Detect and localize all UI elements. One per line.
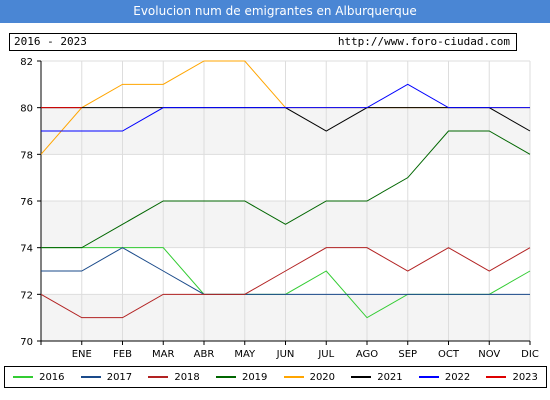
legend-item-2022: 2022 <box>418 371 471 383</box>
x-tick-label: ABR <box>194 349 215 360</box>
legend-label: 2021 <box>377 371 403 383</box>
year-range: 2016 - 2023 <box>14 35 87 48</box>
legend-label: 2022 <box>444 371 471 383</box>
legend-item-2021: 2021 <box>351 371 403 383</box>
legend-swatch <box>351 376 372 378</box>
legend-item-2019: 2019 <box>215 371 268 383</box>
legend-swatch <box>283 376 304 378</box>
x-tick-label: SEP <box>398 349 417 360</box>
chart-title: Evolucion num de emigrantes en Alburquer… <box>0 0 550 23</box>
series-line-2022 <box>41 83 530 132</box>
x-tick-label: DIC <box>521 349 539 360</box>
line-chart: 70 72 74 76 78 80 82 ENE FEB MAR ABR MAY JUN JUL AGO SE… <box>20 57 539 360</box>
series-line-2018 <box>40 247 531 319</box>
x-tick-label: JUL <box>317 349 334 360</box>
legend-item-2023: 2023 <box>486 371 538 383</box>
x-tick-label: AGO <box>356 349 378 360</box>
source-url: http://www.foro-ciudad.com <box>337 35 510 48</box>
y-tick-label: 72 <box>20 290 33 301</box>
x-tick-label: MAR <box>152 349 174 360</box>
legend-label: 2019 <box>241 371 268 383</box>
series-line-2019 <box>41 130 531 249</box>
y-tick-label: 76 <box>20 197 33 208</box>
x-tick-label: FEB <box>113 349 132 360</box>
legend-item-2017: 2017 <box>80 371 133 383</box>
y-tick-label: 78 <box>20 150 33 161</box>
legend-item-2018: 2018 <box>148 371 200 383</box>
y-tick-label: 74 <box>20 244 33 255</box>
y-tick-label: 70 <box>20 337 33 348</box>
tick-labels: 70 72 74 76 78 80 82 ENE FEB MAR ABR MAY JUN JUL AGO SE… <box>20 57 539 360</box>
legend-label: 2020 <box>309 371 336 383</box>
legend: 2016 2017 2018 2019 2020 2021 2022 2023 <box>4 366 547 388</box>
legend-swatch <box>80 376 101 378</box>
x-tick-label: OCT <box>438 349 460 360</box>
y-tick-label: 82 <box>20 57 33 68</box>
x-tick-label: MAY <box>234 349 256 360</box>
legend-item-2016: 2016 <box>13 371 65 383</box>
info-box: 2016 - 2023 http://www.foro-ciudad.com <box>9 33 517 51</box>
legend-label: 2016 <box>39 371 65 383</box>
x-tick-label: ENE <box>72 349 92 360</box>
series-lines <box>40 60 531 319</box>
legend-swatch <box>13 376 34 378</box>
y-tick-label: 80 <box>20 104 33 115</box>
legend-swatch <box>215 376 236 378</box>
legend-item-2020: 2020 <box>283 371 336 383</box>
legend-label: 2023 <box>512 371 538 383</box>
legend-label: 2017 <box>106 371 133 383</box>
x-tick-label: NOV <box>478 349 500 360</box>
legend-swatch <box>486 376 507 378</box>
legend-swatch <box>418 376 439 378</box>
legend-label: 2018 <box>174 371 200 383</box>
legend-swatch <box>148 376 169 378</box>
x-tick-label: JUN <box>276 349 295 360</box>
series-line-2017 <box>41 247 530 295</box>
